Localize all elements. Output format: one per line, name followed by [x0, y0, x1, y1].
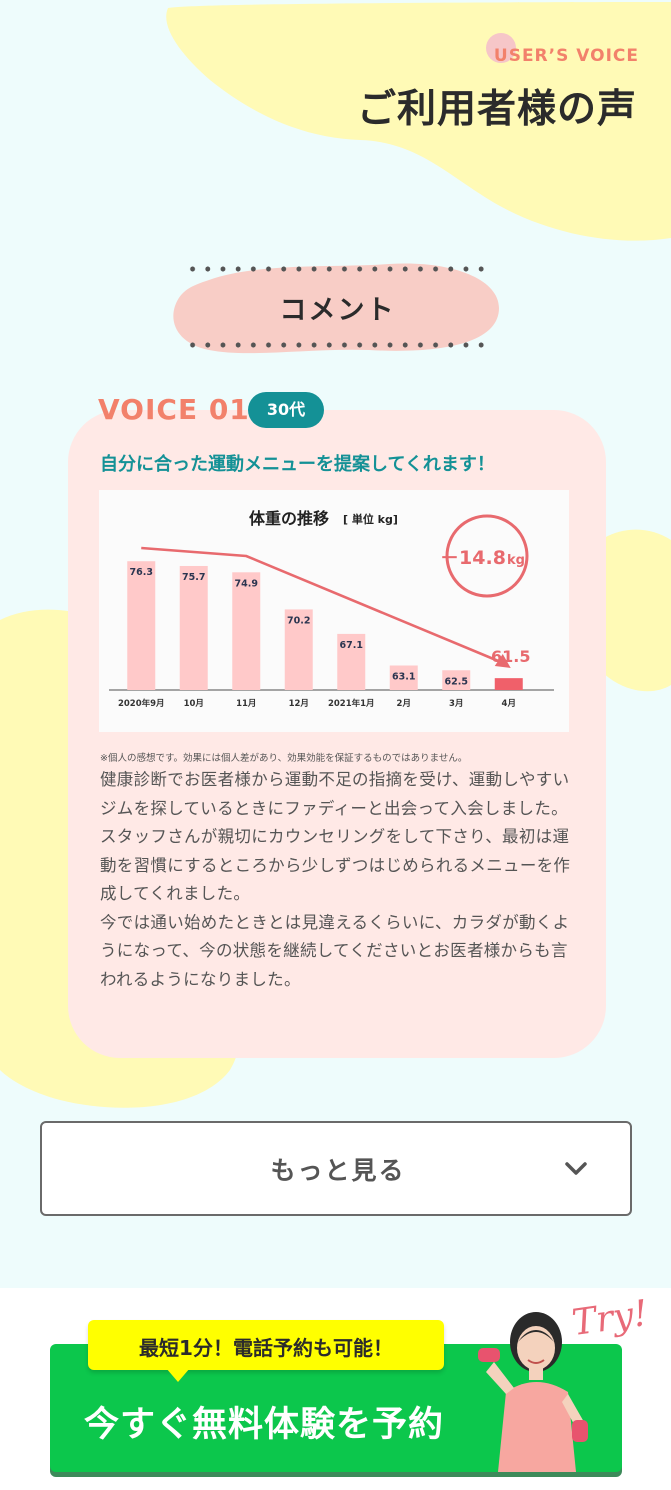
- chart-loss-badge-unit: kg: [507, 553, 525, 568]
- chart-bar: [389, 665, 418, 690]
- voice-card: 自分に合った運動メニューを提案してくれます！ 体重の推移 [ 単位 kg] 76.3…: [68, 410, 606, 1058]
- voice-headline: 自分に合った運動メニューを提案してくれます！: [100, 454, 495, 475]
- comment-pink-blob: [173, 263, 499, 354]
- chart-tick-label: 4月: [502, 699, 516, 709]
- chart-tick-label: 2020年9月: [118, 698, 165, 709]
- cta-label: 今すぐ無料体験を予約: [84, 1405, 445, 1445]
- phone-reservation-bubble: 最短1分！電話予約も可能！: [88, 1320, 444, 1370]
- chart-data-label: 63.1: [392, 672, 415, 683]
- testimonial-paragraph: スタッフさんが親切にカウンセリングをして下さり、最初は運動を習慣にするところから…: [100, 827, 571, 903]
- decorative-yellow-blob-top: [166, 2, 671, 241]
- chart-loss-badge-value: －14.8: [440, 547, 506, 569]
- section-eyebrow: USER’S VOICE: [493, 46, 639, 66]
- disclaimer-note: ※個人の感想です。効果には個人差があり、効果効能を保証するものではありません。: [100, 753, 468, 764]
- eyebrow-dot: [486, 33, 516, 63]
- age-badge: 30代: [248, 392, 324, 428]
- user-voice-section: USER’S VOICE ご利用者様の声 コメント 自分に合った運動メニューを提…: [0, 0, 671, 1288]
- chart-tick-label: 2021年1月: [328, 698, 375, 709]
- chart-data-label: 75.7: [182, 572, 205, 583]
- bubble-label: 最短1分！電話予約も可能！: [139, 1336, 393, 1360]
- page-title: ご利用者様の声: [356, 87, 637, 132]
- chart-bar: [284, 609, 313, 690]
- see-more-label: もっと見る: [270, 1156, 406, 1185]
- chart-data-label: 62.5: [445, 676, 468, 687]
- chart-data-label: 70.2: [287, 615, 310, 626]
- testimonial-body: 健康診断でお医者様から運動不足の指摘を受け、運動しやすいジムを探しているときにフ…: [100, 766, 576, 994]
- voice-number: VOICE 01: [98, 393, 250, 426]
- trainer-woman-illustration: [478, 1312, 588, 1472]
- try-handwritten-text: Try!: [569, 1292, 651, 1345]
- testimonial-paragraph: 健康診断でお医者様から運動不足の指摘を受け、運動しやすいジムを探しているときにフ…: [100, 770, 570, 818]
- comment-heading: コメント: [173, 263, 499, 354]
- testimonial-paragraph: 今では通い始めたときとは見違えるくらいに、カラダが動くようになって、今の状態を継…: [100, 912, 570, 989]
- chart-bar: [127, 561, 156, 690]
- see-more-button[interactable]: もっと見る: [40, 1121, 632, 1216]
- chart-bar: [337, 633, 366, 690]
- chart-data-label: 67.1: [340, 640, 363, 651]
- dotted-line-top: [185, 266, 490, 272]
- chevron-down-icon: [565, 1162, 587, 1175]
- chart-tick-label: 12月: [289, 699, 309, 709]
- weight-chart-svg: 体重の推移 [ 単位 kg] 76.3 2020年9月 75.7 10月 74.9 11月 70…: [109, 509, 554, 709]
- chart-tick-label: 10月: [184, 699, 204, 709]
- chart-bar: [179, 565, 208, 690]
- chart-trend-line: [141, 546, 502, 664]
- chart-tick-label: 11月: [236, 699, 256, 709]
- chart-trend-arrow: [494, 654, 511, 668]
- bubble-tail: [166, 1368, 190, 1382]
- chart-title: 体重の推移: [249, 509, 329, 528]
- chart-bar: [494, 678, 523, 690]
- dotted-line-bottom: [185, 342, 490, 348]
- comment-label: コメント: [279, 295, 396, 326]
- chart-tick-label: 2月: [397, 699, 411, 709]
- chart-loss-badge-circle: [445, 514, 529, 598]
- chart-unit-label: [ 単位 kg]: [343, 512, 398, 526]
- chart-data-label: 74.9: [235, 578, 258, 589]
- chart-bar: [442, 670, 471, 690]
- chart-bar: [232, 572, 261, 690]
- chart-data-label: 76.3: [130, 567, 153, 578]
- weight-chart: 体重の推移 [ 単位 kg] 76.3 2020年9月 75.7 10月 74.9 11月 70…: [99, 490, 569, 732]
- chart-tick-label: 3月: [449, 699, 463, 709]
